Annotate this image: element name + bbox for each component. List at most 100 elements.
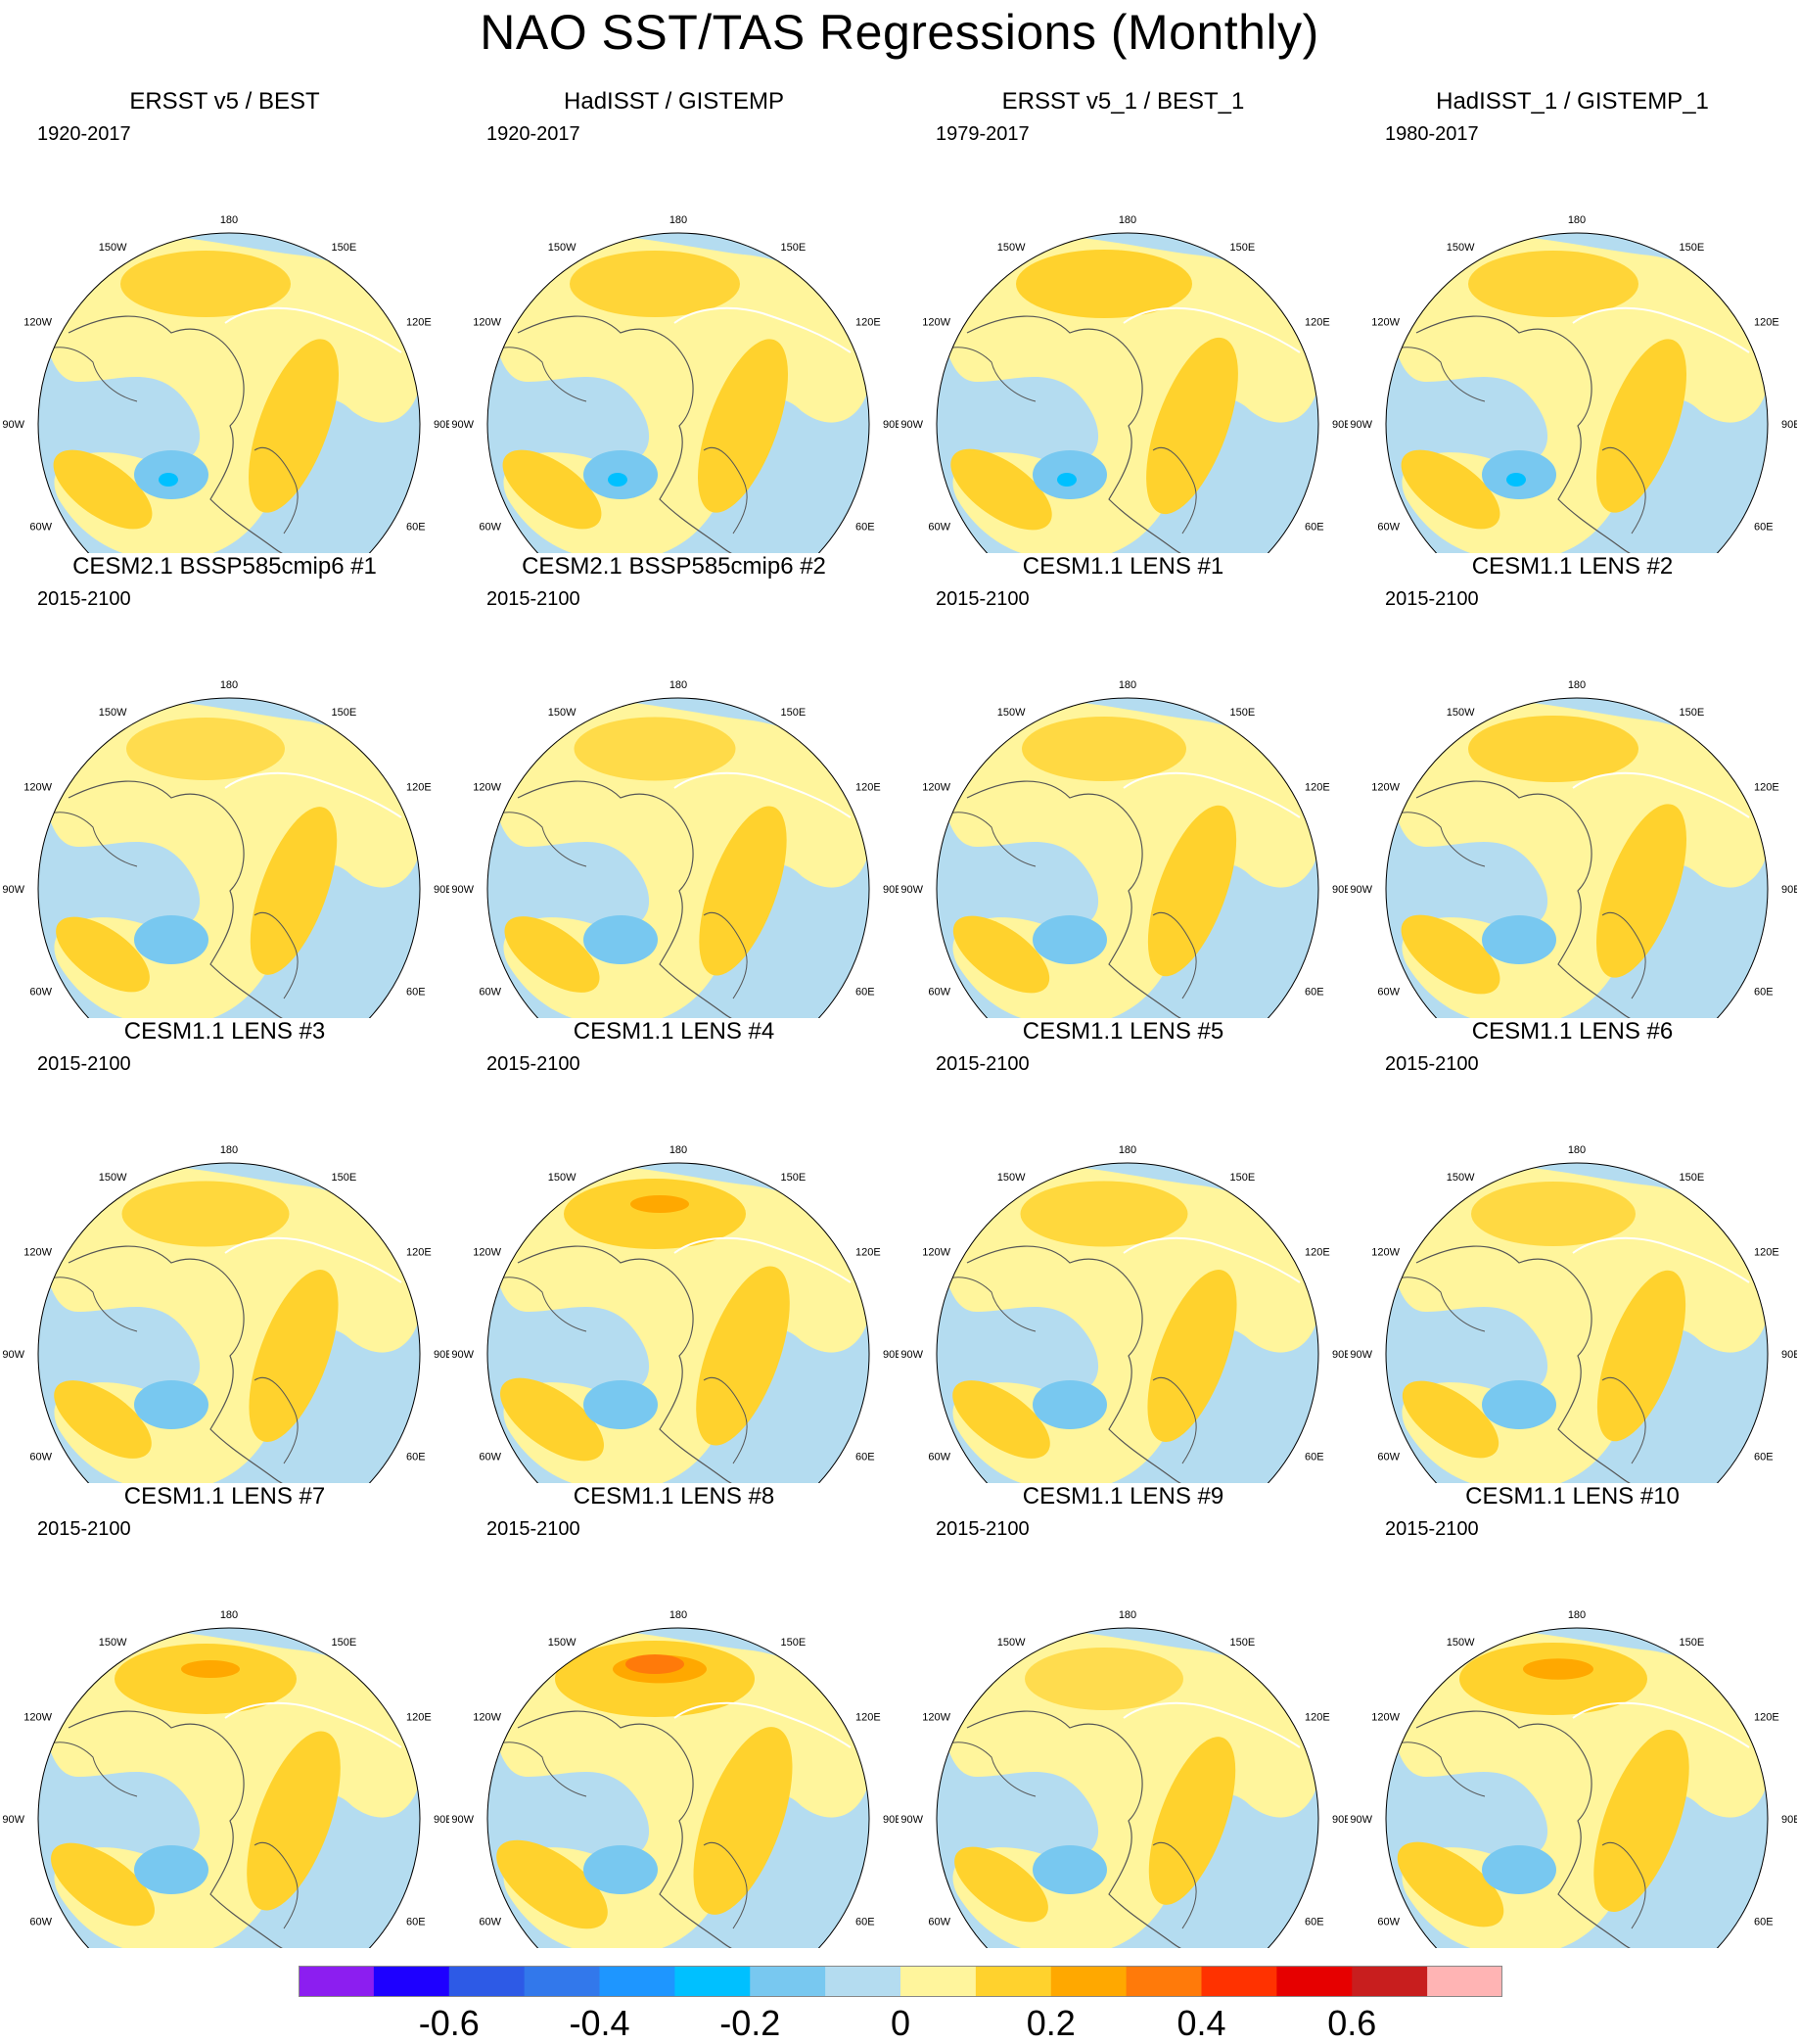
longitude-label: 90E xyxy=(1332,884,1348,896)
map-border xyxy=(37,232,421,553)
atlantic-warm-anomaly xyxy=(1401,914,1500,995)
longitude-label: 150W xyxy=(1447,707,1475,719)
coastline xyxy=(966,1245,1252,1483)
panel-title: CESM1.1 LENS #5 xyxy=(1022,1018,1224,1045)
longitude-label: 150W xyxy=(99,707,127,719)
longitude-label: 150E xyxy=(332,1172,357,1184)
atlantic-warm-anomaly xyxy=(502,449,602,530)
coastline xyxy=(673,306,852,353)
map-panel: CESM1.1 LENS #6180150E120E90E60E30E030W6… xyxy=(1348,1018,1797,1483)
panel-period: 2015-2100 xyxy=(936,588,1030,610)
longitude-label: 60W xyxy=(29,522,52,534)
longitude-label: 60E xyxy=(1754,522,1774,534)
panel-period: 2015-2100 xyxy=(37,1053,131,1075)
atlantic-warm-anomaly xyxy=(1397,1841,1504,1928)
longitude-label: 90W xyxy=(1350,1814,1372,1826)
coastline xyxy=(38,1277,138,1332)
positive-region xyxy=(507,1256,559,1306)
pacific-strong-anomaly xyxy=(181,1660,240,1678)
coastline xyxy=(1601,911,1646,999)
colorbar-swatch xyxy=(825,1966,901,1997)
map-panel: CESM1.1 LENS #2180150E120E90E60E30E030W6… xyxy=(1348,553,1797,1018)
longitude-label: 120W xyxy=(922,1712,950,1724)
coastline xyxy=(966,315,1252,553)
longitude-label: 150W xyxy=(548,707,577,719)
atlantic-warm-anomaly xyxy=(952,1380,1050,1459)
longitude-label: 150E xyxy=(781,242,807,254)
colorbar-swatch xyxy=(448,1966,526,1997)
longitude-label: 150E xyxy=(1230,1172,1256,1184)
greenland-cold-anomaly xyxy=(1033,915,1107,964)
coastline xyxy=(517,315,803,553)
coastline xyxy=(1386,347,1486,402)
coastline xyxy=(966,1710,1252,1948)
longitude-label: 90W xyxy=(900,884,923,896)
longitude-label: 60W xyxy=(928,1917,950,1928)
longitude-label: 150E xyxy=(332,1637,357,1649)
longitude-label: 120W xyxy=(473,1247,501,1259)
atlantic-warm-anomaly xyxy=(496,1839,608,1929)
longitude-label: 90E xyxy=(1781,884,1797,896)
coastline xyxy=(1152,911,1197,999)
longitude-label: 120W xyxy=(1371,782,1400,794)
coastline xyxy=(487,1742,587,1797)
colorbar-tick-label: -0.2 xyxy=(719,2003,781,2043)
coastline xyxy=(1152,1376,1197,1464)
panel-title: HadISST_1 / GISTEMP_1 xyxy=(1436,88,1709,115)
colorbar-swatch xyxy=(524,1966,600,1997)
longitude-label: 180 xyxy=(1568,214,1586,226)
longitude-label: 90E xyxy=(1781,1814,1797,1826)
longitude-label: 60E xyxy=(1754,987,1774,999)
map-border xyxy=(486,1162,870,1483)
coastline xyxy=(1601,1376,1646,1464)
longitude-label: 120E xyxy=(406,317,432,329)
coastline xyxy=(517,1710,803,1948)
panel-title: HadISST / GISTEMP xyxy=(564,88,784,115)
longitude-label: 150W xyxy=(997,1172,1026,1184)
longitude-label: 60W xyxy=(928,522,950,534)
longitude-label: 180 xyxy=(1119,214,1136,226)
longitude-label: 120E xyxy=(855,782,881,794)
greenland-cold-anomaly xyxy=(1482,915,1556,964)
coastline xyxy=(68,1710,353,1948)
eurasia-warm-anomaly xyxy=(1147,1270,1237,1442)
colorbar-labels: -0.6 -0.4 -0.2 0 0.2 0.4 0.6 xyxy=(299,2003,1502,2043)
map-panel: HadISST_1 / GISTEMP_1180150E120E90E60E30… xyxy=(1348,88,1797,553)
polar-map: 180150E120E90E60E30E030W60W90W120W150W xyxy=(2,1144,449,1483)
panel-title: CESM1.1 LENS #8 xyxy=(573,1483,775,1510)
longitude-label: 150W xyxy=(1447,1637,1475,1649)
panel-title: CESM2.1 BSSP585cmip6 #1 xyxy=(72,553,377,580)
map-panel: CESM1.1 LENS #8 180150E120E90E60E30E030W6… xyxy=(449,1483,899,1948)
coastline xyxy=(673,771,852,818)
coastline xyxy=(68,315,353,553)
longitude-label: 120W xyxy=(473,782,501,794)
colorbar-swatch xyxy=(373,1966,450,1997)
map-border xyxy=(936,1162,1319,1483)
polar-map: 180150E120E90E60E30E030W60W90W120W150W xyxy=(451,1609,899,1948)
pacific-warm-anomaly xyxy=(121,1181,290,1247)
eurasia-warm-anomaly xyxy=(1595,804,1687,978)
longitude-label: 60W xyxy=(928,1452,950,1463)
pacific-warm-anomaly xyxy=(1020,1181,1188,1247)
colorbar-tick-label: -0.6 xyxy=(418,2003,480,2043)
longitude-label: 150W xyxy=(99,1637,127,1649)
coastline xyxy=(487,1277,587,1332)
longitude-label: 90W xyxy=(2,884,24,896)
pacific-warm-anomaly xyxy=(1022,717,1186,781)
longitude-label: 90E xyxy=(1332,1814,1348,1826)
coastline xyxy=(673,1701,852,1748)
atlantic-warm-anomaly xyxy=(500,1377,604,1462)
map-panel: CESM2.1 BSSP585cmip6 #1 180 150E 120E 90E 60E… xyxy=(0,553,449,1018)
colorbar-swatch xyxy=(299,1966,375,1997)
longitude-label: 120W xyxy=(23,782,52,794)
longitude-label: 120W xyxy=(23,1712,52,1724)
eurasia-warm-anomaly xyxy=(250,807,338,975)
longitude-label: 180 xyxy=(220,1609,238,1621)
longitude-label: 60E xyxy=(406,987,426,999)
panel-period: 2015-2100 xyxy=(486,1053,580,1075)
map-panel: CESM1.1 LENS #3180150E120E90E60E30E030W6… xyxy=(0,1018,449,1483)
panel-title: CESM1.1 LENS #1 xyxy=(1022,553,1224,580)
eurasia-warm-anomaly xyxy=(699,806,787,976)
coastline xyxy=(1601,446,1646,534)
longitude-label: 150W xyxy=(99,242,127,254)
